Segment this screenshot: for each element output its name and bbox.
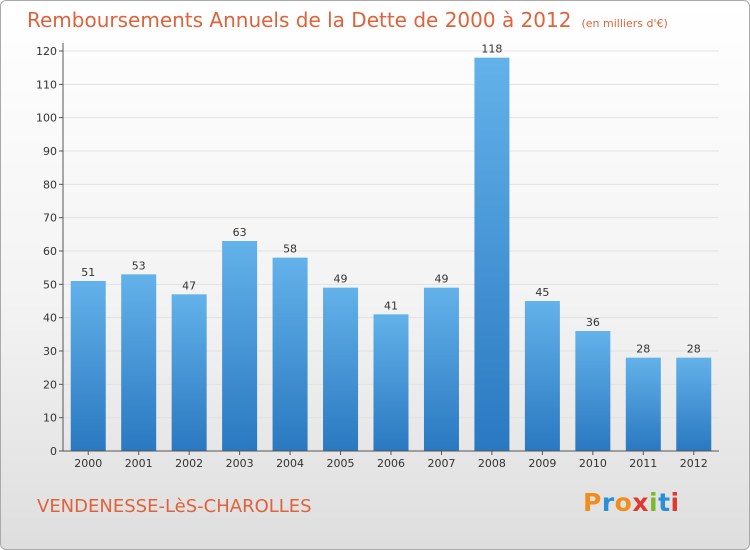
y-tick-label: 70: [43, 212, 57, 225]
data-label-2003: 63: [233, 226, 247, 239]
data-label-2011: 28: [636, 343, 650, 356]
logo-letter: x: [632, 488, 649, 517]
logo-letter: t: [658, 488, 671, 517]
bar-2001: [121, 274, 157, 451]
y-tick-label: 110: [36, 78, 57, 91]
bars: 51 53 47 63 58 49 41 49 118 45 36 28 28: [70, 43, 712, 452]
data-label-2012: 28: [687, 343, 701, 356]
bar-2003: [222, 241, 258, 451]
town-name: VENDENESSE-LèS-CHAROLLES: [37, 496, 312, 517]
x-tick-label-2006: 2006: [377, 457, 405, 470]
y-tick-label: 90: [43, 145, 57, 158]
y-tick-label: 0: [50, 445, 57, 458]
y-tick-label: 80: [43, 178, 57, 191]
chart-title: Remboursements Annuels de la Dette de 20…: [27, 8, 668, 32]
x-tick-label-2007: 2007: [427, 457, 455, 470]
chart-subtitle: (en milliers d'€): [581, 17, 668, 30]
logo-letter: i: [649, 488, 659, 517]
bar-2009: [524, 301, 560, 451]
bar-2002: [171, 294, 207, 451]
y-tick-label: 50: [43, 278, 57, 291]
x-tick-label-2002: 2002: [175, 457, 203, 470]
title-text: Remboursements Annuels de la Dette de 20…: [27, 8, 572, 32]
y-tick-label: 60: [43, 245, 57, 258]
x-tick-label-2001: 2001: [125, 457, 153, 470]
bar-2012: [676, 357, 712, 451]
logo-letter: o: [614, 488, 633, 517]
x-tick-label-2008: 2008: [478, 457, 506, 470]
proxiti-logo: Proxiti: [583, 488, 680, 517]
y-tick-label: 120: [36, 45, 57, 58]
y-tick-label: 100: [36, 112, 57, 125]
data-label-2006: 41: [384, 299, 398, 312]
logo-letter: P: [583, 488, 602, 517]
data-label-2010: 36: [586, 316, 600, 329]
x-tick-label-2003: 2003: [226, 457, 254, 470]
data-label-2004: 58: [283, 243, 297, 256]
data-label-2001: 53: [132, 259, 146, 272]
data-label-2008: 118: [481, 43, 502, 56]
data-label-2000: 51: [81, 266, 95, 279]
axes: 0 10 20 30 40 50 60 70 80 90 100 110 120 2000 2001 2002…: [36, 43, 719, 470]
y-tick-label: 30: [43, 345, 57, 358]
data-label-2002: 47: [182, 279, 196, 292]
bar-2011: [625, 357, 661, 451]
data-label-2007: 49: [434, 273, 448, 286]
data-label-2009: 45: [535, 286, 549, 299]
bar-2010: [575, 331, 611, 451]
y-tick-label: 10: [43, 412, 57, 425]
bar-2005: [323, 287, 359, 451]
bar-2000: [70, 281, 106, 451]
logo-letter: i: [670, 488, 680, 517]
x-tick-label-2000: 2000: [74, 457, 102, 470]
x-tick-label-2004: 2004: [276, 457, 304, 470]
x-tick-label-2005: 2005: [327, 457, 355, 470]
y-tick-label: 40: [43, 312, 57, 325]
bar-2006: [373, 314, 409, 451]
bar-2007: [423, 287, 459, 451]
x-tick-label-2011: 2011: [629, 457, 657, 470]
bar-2008: [474, 57, 510, 452]
logo-letter: r: [601, 488, 615, 517]
x-tick-label-2012: 2012: [680, 457, 708, 470]
bar-2004: [272, 257, 308, 451]
x-tick-label-2010: 2010: [579, 457, 607, 470]
y-tick-label: 20: [43, 378, 57, 391]
x-tick-label-2009: 2009: [528, 457, 556, 470]
data-label-2005: 49: [334, 273, 348, 286]
